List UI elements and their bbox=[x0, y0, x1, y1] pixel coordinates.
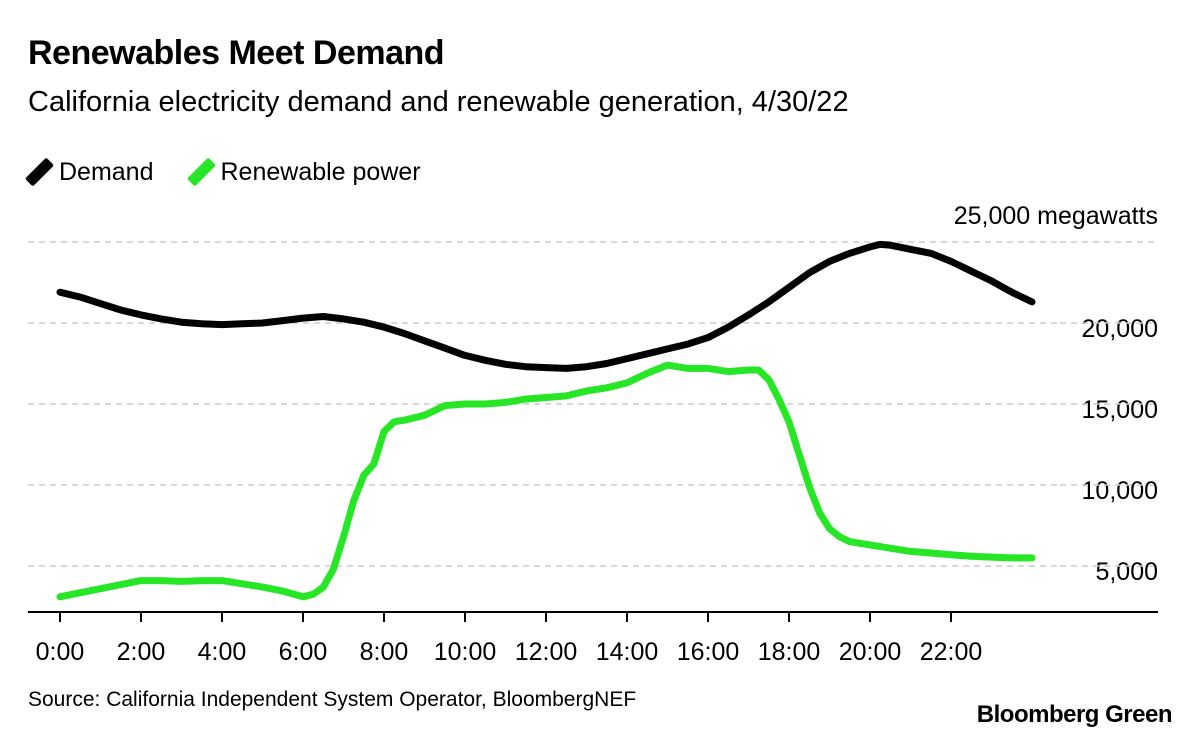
x-tick-label: 6:00 bbox=[279, 638, 328, 666]
legend-item-renewable: Renewable power bbox=[186, 157, 421, 187]
x-tick-label: 20:00 bbox=[839, 638, 902, 666]
source-note: Source: California Independent System Op… bbox=[28, 688, 637, 711]
x-tick-label: 16:00 bbox=[677, 638, 740, 666]
x-tick-label: 22:00 bbox=[920, 638, 983, 666]
y-tick-label: 20,000 bbox=[1082, 315, 1158, 343]
legend-label-demand: Demand bbox=[59, 157, 154, 186]
x-tick-label: 14:00 bbox=[596, 638, 659, 666]
y-tick-label: 5,000 bbox=[1095, 558, 1158, 586]
chart-legend: Demand Renewable power bbox=[25, 157, 457, 187]
demand-line bbox=[56, 240, 1036, 372]
x-tick-label: 2:00 bbox=[117, 638, 166, 666]
legend-item-demand: Demand bbox=[25, 157, 154, 187]
y-tick-label: 25,000 megawatts bbox=[954, 202, 1158, 230]
x-tick-label: 18:00 bbox=[758, 638, 821, 666]
y-tick-label: 15,000 bbox=[1082, 396, 1158, 424]
x-tick-label: 12:00 bbox=[515, 638, 578, 666]
legend-label-renewable: Renewable power bbox=[220, 157, 421, 186]
brand-logo-text: Bloomberg Green bbox=[976, 701, 1173, 728]
y-tick-label: 10,000 bbox=[1082, 477, 1158, 505]
chart-title: Renewables Meet Demand bbox=[28, 34, 445, 72]
x-tick-label: 8:00 bbox=[360, 638, 409, 666]
x-tick-label: 4:00 bbox=[198, 638, 247, 666]
chart-subtitle: California electricity demand and renewa… bbox=[28, 86, 849, 118]
renewable-line bbox=[56, 361, 1036, 601]
x-tick-label: 0:00 bbox=[36, 638, 85, 666]
x-tick-label: 10:00 bbox=[434, 638, 497, 666]
